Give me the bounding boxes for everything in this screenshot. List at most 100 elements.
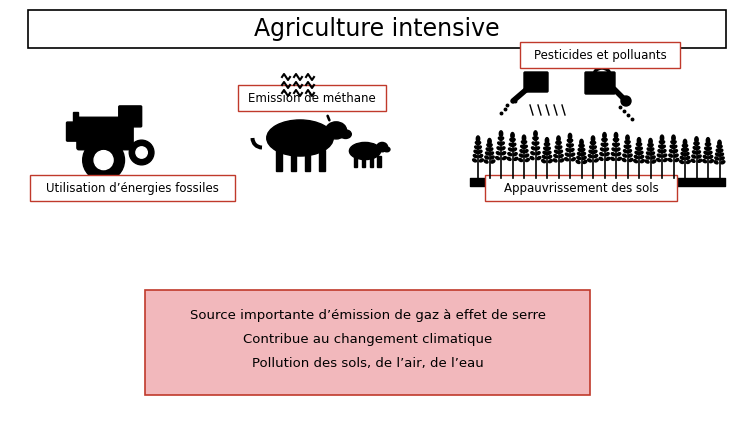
Bar bbox=[290, 150, 296, 171]
Ellipse shape bbox=[475, 146, 479, 149]
Text: Appauvrissement des sols: Appauvrissement des sols bbox=[504, 181, 658, 195]
Ellipse shape bbox=[628, 154, 632, 157]
Ellipse shape bbox=[646, 152, 651, 155]
Ellipse shape bbox=[693, 147, 697, 150]
Ellipse shape bbox=[669, 154, 673, 157]
Ellipse shape bbox=[579, 145, 583, 148]
Ellipse shape bbox=[694, 137, 698, 143]
Ellipse shape bbox=[703, 156, 707, 159]
Ellipse shape bbox=[716, 149, 720, 152]
Ellipse shape bbox=[537, 157, 541, 159]
Ellipse shape bbox=[556, 136, 560, 142]
Ellipse shape bbox=[649, 144, 653, 147]
Ellipse shape bbox=[576, 160, 580, 163]
Ellipse shape bbox=[593, 146, 596, 149]
Ellipse shape bbox=[618, 157, 621, 160]
Ellipse shape bbox=[657, 159, 661, 162]
Ellipse shape bbox=[719, 146, 722, 148]
Ellipse shape bbox=[697, 151, 700, 154]
Ellipse shape bbox=[536, 152, 540, 155]
Ellipse shape bbox=[521, 141, 526, 144]
Ellipse shape bbox=[589, 150, 593, 153]
Ellipse shape bbox=[698, 159, 702, 162]
Ellipse shape bbox=[588, 154, 592, 158]
Bar bbox=[276, 150, 282, 171]
Ellipse shape bbox=[605, 153, 609, 156]
Ellipse shape bbox=[686, 160, 691, 163]
Ellipse shape bbox=[570, 148, 574, 151]
Ellipse shape bbox=[692, 151, 697, 154]
Ellipse shape bbox=[583, 160, 587, 163]
Ellipse shape bbox=[508, 148, 513, 151]
Ellipse shape bbox=[648, 144, 651, 147]
Ellipse shape bbox=[508, 153, 512, 156]
Ellipse shape bbox=[638, 143, 642, 146]
Ellipse shape bbox=[484, 160, 488, 163]
Ellipse shape bbox=[555, 146, 559, 149]
Ellipse shape bbox=[590, 142, 594, 145]
Ellipse shape bbox=[547, 151, 551, 154]
Ellipse shape bbox=[569, 133, 572, 139]
Ellipse shape bbox=[661, 135, 664, 141]
FancyBboxPatch shape bbox=[66, 122, 86, 141]
FancyBboxPatch shape bbox=[524, 72, 548, 92]
Bar bbox=[319, 150, 325, 171]
Ellipse shape bbox=[592, 142, 596, 145]
FancyBboxPatch shape bbox=[485, 175, 677, 201]
Ellipse shape bbox=[501, 142, 504, 145]
Ellipse shape bbox=[617, 153, 621, 156]
Ellipse shape bbox=[501, 152, 506, 155]
Ellipse shape bbox=[685, 153, 689, 156]
Ellipse shape bbox=[673, 141, 676, 144]
Ellipse shape bbox=[513, 153, 517, 156]
Ellipse shape bbox=[647, 148, 651, 151]
Ellipse shape bbox=[695, 143, 699, 146]
Ellipse shape bbox=[499, 131, 503, 137]
Ellipse shape bbox=[715, 157, 719, 160]
Ellipse shape bbox=[714, 161, 718, 164]
Ellipse shape bbox=[543, 151, 547, 154]
Ellipse shape bbox=[675, 159, 679, 162]
Ellipse shape bbox=[490, 156, 494, 159]
Ellipse shape bbox=[651, 156, 655, 159]
Ellipse shape bbox=[510, 132, 514, 138]
Ellipse shape bbox=[554, 154, 558, 158]
Ellipse shape bbox=[639, 151, 643, 154]
Ellipse shape bbox=[545, 137, 549, 143]
Text: Source importante d’émission de gaz à effet de serre: Source importante d’émission de gaz à ef… bbox=[190, 308, 546, 321]
Ellipse shape bbox=[377, 143, 388, 152]
Ellipse shape bbox=[612, 148, 616, 151]
Ellipse shape bbox=[581, 148, 585, 152]
Ellipse shape bbox=[686, 157, 690, 159]
Ellipse shape bbox=[602, 139, 605, 142]
Ellipse shape bbox=[590, 146, 593, 149]
Ellipse shape bbox=[534, 131, 537, 137]
Ellipse shape bbox=[705, 147, 709, 150]
Ellipse shape bbox=[636, 143, 640, 146]
Ellipse shape bbox=[706, 143, 710, 146]
Ellipse shape bbox=[514, 157, 518, 160]
Ellipse shape bbox=[671, 141, 675, 144]
Ellipse shape bbox=[535, 142, 539, 145]
Ellipse shape bbox=[582, 157, 586, 159]
Ellipse shape bbox=[491, 160, 495, 163]
Ellipse shape bbox=[535, 147, 540, 150]
Ellipse shape bbox=[662, 150, 666, 153]
Ellipse shape bbox=[593, 150, 597, 153]
Ellipse shape bbox=[691, 159, 695, 162]
Ellipse shape bbox=[544, 143, 548, 146]
Text: Emission de méthane: Emission de méthane bbox=[248, 91, 376, 104]
Ellipse shape bbox=[546, 143, 550, 146]
Ellipse shape bbox=[384, 147, 390, 152]
Ellipse shape bbox=[475, 142, 480, 145]
Ellipse shape bbox=[480, 159, 483, 162]
Ellipse shape bbox=[634, 156, 638, 159]
Ellipse shape bbox=[615, 132, 618, 138]
Ellipse shape bbox=[622, 159, 626, 162]
Ellipse shape bbox=[645, 160, 649, 163]
Bar bbox=[369, 156, 372, 167]
Ellipse shape bbox=[636, 147, 639, 150]
Ellipse shape bbox=[569, 144, 573, 147]
Ellipse shape bbox=[651, 152, 654, 155]
Ellipse shape bbox=[708, 151, 712, 154]
